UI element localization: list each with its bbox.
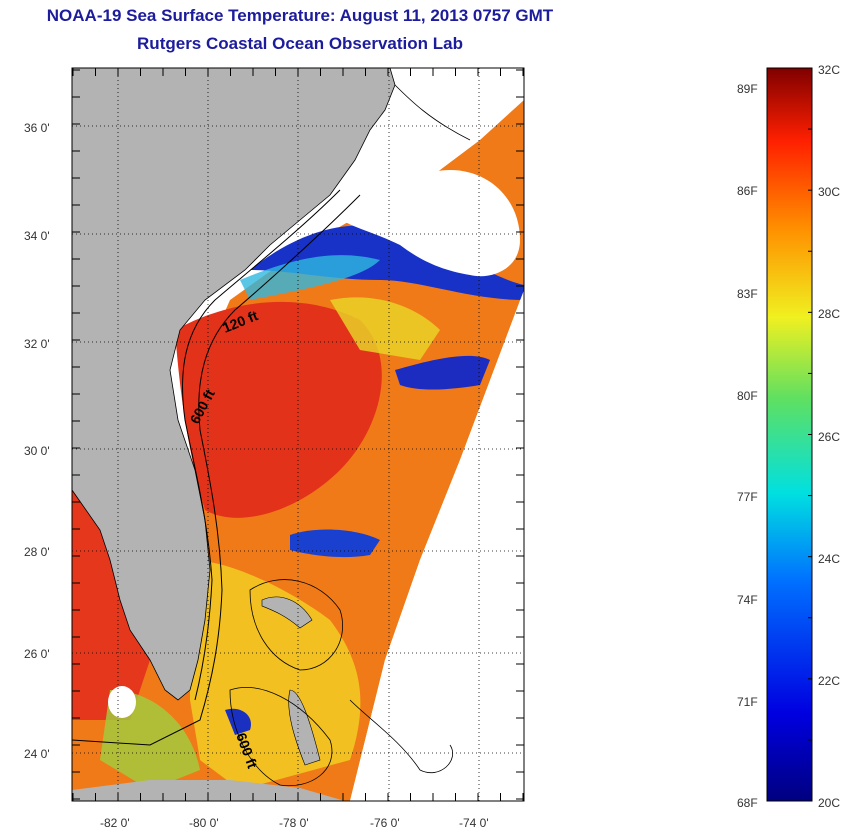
cbar-label-83f: 83F	[737, 287, 758, 301]
map-subtitle: Rutgers Coastal Ocean Observation Lab	[137, 34, 463, 53]
longitude-labels: -82 0' -80 0' -78 0' -76 0' -74 0'	[100, 816, 489, 830]
cbar-label-20c: 20C	[818, 796, 840, 810]
cold-patch-keys	[225, 708, 251, 735]
lake-region	[108, 686, 136, 718]
lon-label-82: -82 0'	[100, 816, 130, 830]
warm-gulfstream-region	[175, 301, 382, 518]
yellow-shelf-water	[190, 560, 361, 790]
lon-label-76: -76 0'	[370, 816, 400, 830]
lat-label-32: 32 0'	[24, 337, 50, 351]
cbar-label-80f: 80F	[737, 389, 758, 403]
cbar-label-77f: 77F	[737, 490, 758, 504]
cold-patch-south	[290, 529, 380, 558]
cbar-label-71f: 71F	[737, 695, 758, 709]
colorbar-fahrenheit-labels: 89F 86F 83F 80F 77F 74F 71F 68F	[737, 82, 758, 810]
colorbar	[766, 67, 813, 802]
map-title: NOAA-19 Sea Surface Temperature: August …	[46, 6, 554, 25]
map-gridlines	[72, 68, 524, 801]
land-bahamas	[288, 689, 321, 766]
cbar-label-68f: 68F	[737, 796, 758, 810]
lat-label-24: 24 0'	[24, 747, 50, 761]
lon-label-80: -80 0'	[189, 816, 219, 830]
cbar-label-86f: 86F	[737, 184, 758, 198]
map-area	[72, 68, 524, 801]
contour-600ft	[72, 194, 361, 746]
cbar-label-24c: 24C	[818, 552, 840, 566]
contour-bahamas	[249, 579, 343, 671]
cloud-area	[330, 170, 520, 277]
colorbar-ticks	[808, 67, 812, 802]
colorbar-celsius-labels: 32C 30C 28C 26C 24C 22C 20C	[818, 63, 840, 810]
lat-label-30: 30 0'	[24, 444, 50, 458]
lat-label-28: 28 0'	[24, 545, 50, 559]
cold-patch-east	[395, 355, 490, 390]
cbar-label-89f: 89F	[737, 82, 758, 96]
lat-label-34: 34 0'	[24, 229, 50, 243]
yellow-patch-north	[330, 297, 440, 360]
lon-label-78: -78 0'	[279, 816, 309, 830]
cold-upwelling-band	[250, 225, 524, 300]
lat-label-26: 26 0'	[24, 647, 50, 661]
cbar-label-26c: 26C	[818, 430, 840, 444]
cbar-label-22c: 22C	[818, 674, 840, 688]
cbar-label-74f: 74F	[737, 593, 758, 607]
coast-outline-east	[349, 84, 471, 774]
cbar-label-28c: 28C	[818, 307, 840, 321]
land-bahamas-north	[261, 596, 313, 629]
cyan-band	[240, 255, 380, 300]
latitude-labels: 36 0' 34 0' 32 0' 30 0' 28 0' 26 0' 24 0…	[24, 121, 50, 761]
contour-120ft	[182, 189, 341, 701]
cbar-label-30c: 30C	[818, 185, 840, 199]
cbar-label-32c: 32C	[818, 63, 840, 77]
cloud-area-north	[385, 90, 433, 153]
lon-label-74: -74 0'	[459, 816, 489, 830]
no-data-region	[350, 290, 524, 801]
lat-label-36: 36 0'	[24, 121, 50, 135]
warm-gulf-region	[72, 490, 150, 720]
contour-bahamas-south	[229, 687, 333, 787]
